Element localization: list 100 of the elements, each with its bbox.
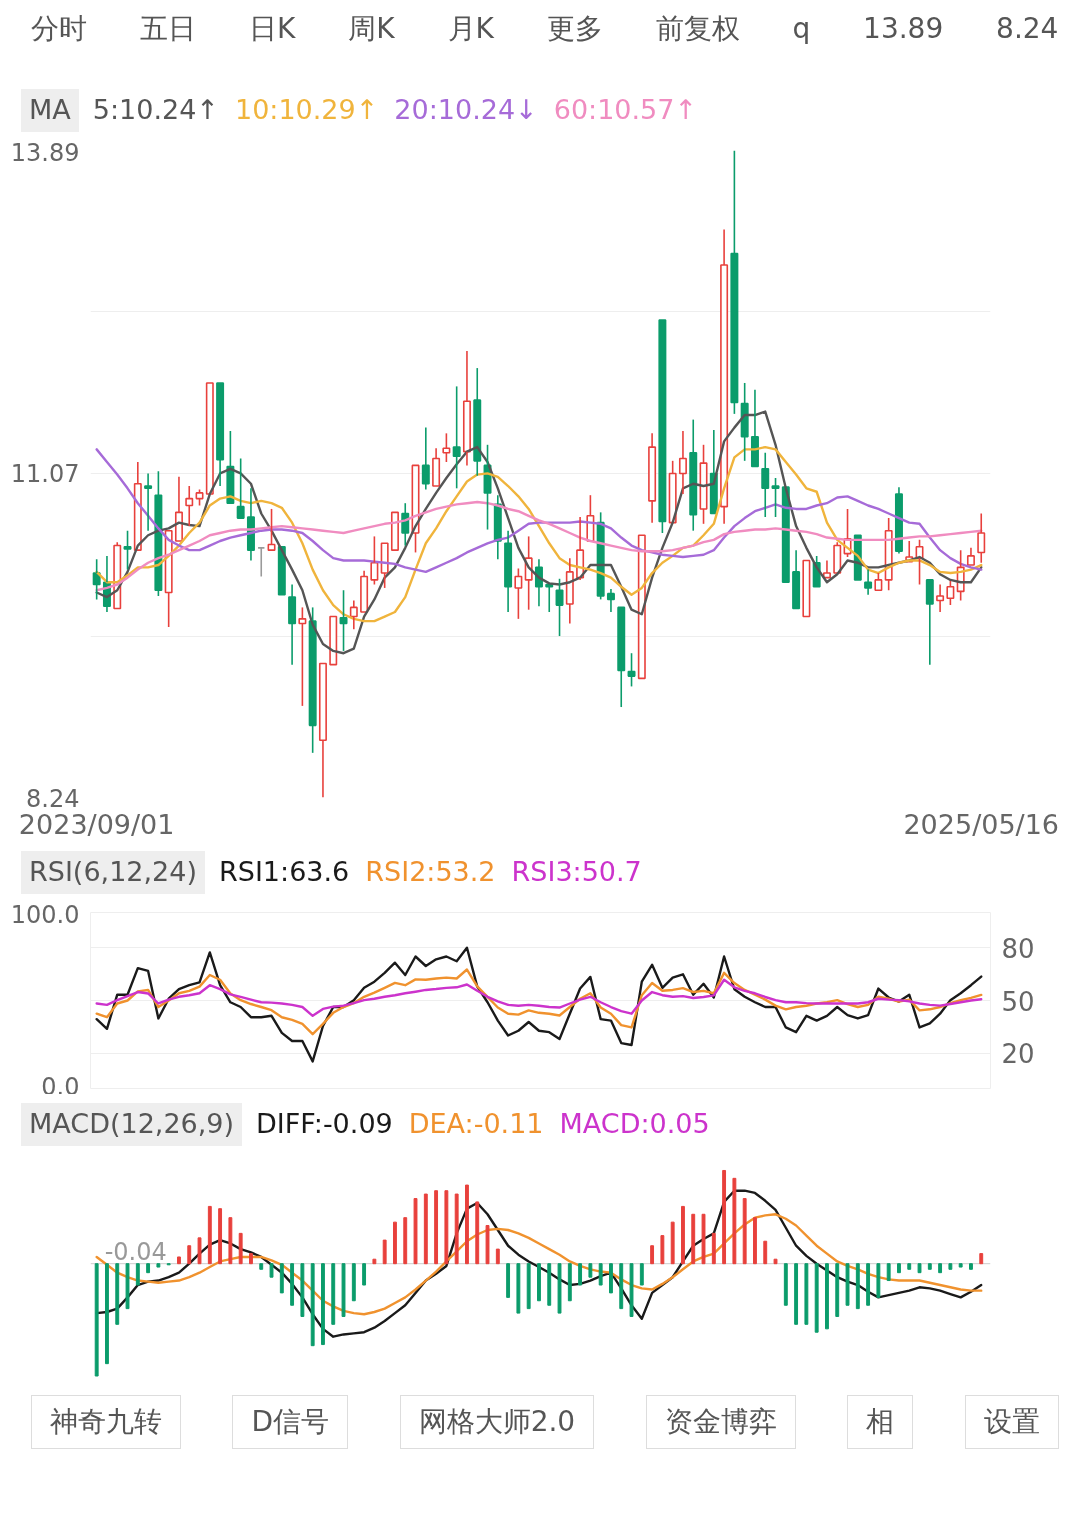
- text: RSI3:50.7: [511, 855, 642, 889]
- candlestick: [740, 382, 749, 462]
- candlestick: [288, 583, 297, 666]
- bar: [146, 1263, 151, 1274]
- bar: [917, 1263, 922, 1274]
- line-series: [95, 968, 983, 1036]
- bar: [958, 1263, 963, 1268]
- bar: [927, 1263, 932, 1270]
- bar: [393, 1221, 397, 1265]
- candlestick: [432, 447, 441, 487]
- annotation: -0.04: [104, 1237, 167, 1266]
- text: 20:10.24↓: [394, 93, 538, 127]
- candlestick: [720, 228, 729, 525]
- y-tick-label: 100.0: [10, 900, 80, 929]
- y-tick-label: 13.89: [10, 138, 80, 167]
- bar: [783, 1263, 788, 1306]
- bar: [105, 1263, 109, 1365]
- candlestick: [761, 452, 770, 518]
- bar: [794, 1263, 799, 1325]
- bar: [331, 1263, 336, 1325]
- legend-title: MA: [21, 89, 79, 132]
- candlestick: [750, 389, 759, 468]
- candlestick: [678, 430, 687, 495]
- candlestick: [781, 486, 790, 584]
- candlestick: [360, 569, 369, 613]
- candlestick: [462, 350, 471, 467]
- bar: [156, 1263, 161, 1268]
- candlestick: [185, 485, 194, 527]
- y2-tick-label: 80: [1001, 933, 1035, 964]
- bar: [825, 1263, 829, 1330]
- text: 5:10.24↑: [92, 93, 219, 127]
- bar: [218, 1208, 223, 1265]
- bar: [362, 1263, 367, 1286]
- bar: [711, 1232, 716, 1265]
- bar: [197, 1237, 202, 1265]
- text: 60:10.57↑: [553, 93, 698, 127]
- candlestick: [174, 476, 183, 542]
- bar: [444, 1190, 449, 1265]
- bar: [475, 1201, 480, 1265]
- bar: [249, 1253, 253, 1265]
- candlestick: [473, 367, 482, 477]
- bar: [742, 1198, 747, 1265]
- bar: [516, 1263, 521, 1314]
- bar: [187, 1245, 192, 1265]
- candlestick: [936, 583, 945, 613]
- y2-tick-label: 50: [1001, 986, 1035, 1017]
- text: DIFF:-0.09: [256, 1107, 393, 1141]
- bar: [341, 1263, 346, 1317]
- bar: [495, 1248, 500, 1265]
- text: 神奇九转: [30, 1395, 181, 1449]
- text: 13.89: [862, 11, 945, 47]
- bar: [259, 1263, 264, 1270]
- bar: [238, 1232, 243, 1265]
- bar: [845, 1263, 850, 1306]
- candlestick: [349, 599, 358, 630]
- candlestick: [421, 426, 430, 491]
- bar: [598, 1263, 603, 1286]
- bar: [115, 1263, 120, 1325]
- bar: [351, 1263, 356, 1302]
- candlestick: [205, 382, 214, 495]
- bar: [650, 1245, 655, 1265]
- legend-title: MACD(12,26,9): [21, 1103, 243, 1146]
- bar: [588, 1263, 593, 1278]
- bar: [609, 1263, 613, 1294]
- candlestick: [864, 568, 873, 596]
- candlestick: [689, 418, 698, 532]
- bar: [300, 1263, 305, 1317]
- bar: [177, 1256, 181, 1265]
- legend-title: RSI(6,12,24): [21, 851, 205, 894]
- bar: [228, 1217, 233, 1265]
- bar: [135, 1263, 140, 1286]
- text: 前复权: [654, 11, 741, 47]
- candlestick: [144, 472, 153, 532]
- bar: [979, 1253, 984, 1265]
- candlestick: [925, 579, 934, 666]
- text: 日K: [248, 11, 297, 47]
- bar: [660, 1235, 665, 1265]
- text: 网格大师2.0: [399, 1395, 595, 1449]
- candlestick: [894, 486, 903, 555]
- candlestick: [390, 511, 399, 551]
- bar: [804, 1263, 809, 1325]
- bar: [897, 1263, 901, 1274]
- bar: [681, 1205, 685, 1265]
- text: 分时: [30, 11, 89, 47]
- candlestick: [339, 589, 348, 652]
- text: 更多: [545, 11, 604, 47]
- candlestick: [565, 557, 574, 625]
- text: 月K: [446, 11, 495, 47]
- text: q: [791, 11, 812, 47]
- candlestick: [606, 588, 615, 613]
- bar: [269, 1263, 274, 1278]
- text: DEA:-0.11: [408, 1107, 544, 1141]
- bar: [454, 1193, 459, 1265]
- text: 相: [847, 1395, 914, 1449]
- line-series: [95, 946, 983, 1063]
- bar: [691, 1213, 696, 1265]
- candlestick: [966, 547, 975, 566]
- bar: [207, 1205, 212, 1265]
- bar: [125, 1263, 130, 1310]
- bar: [413, 1198, 418, 1265]
